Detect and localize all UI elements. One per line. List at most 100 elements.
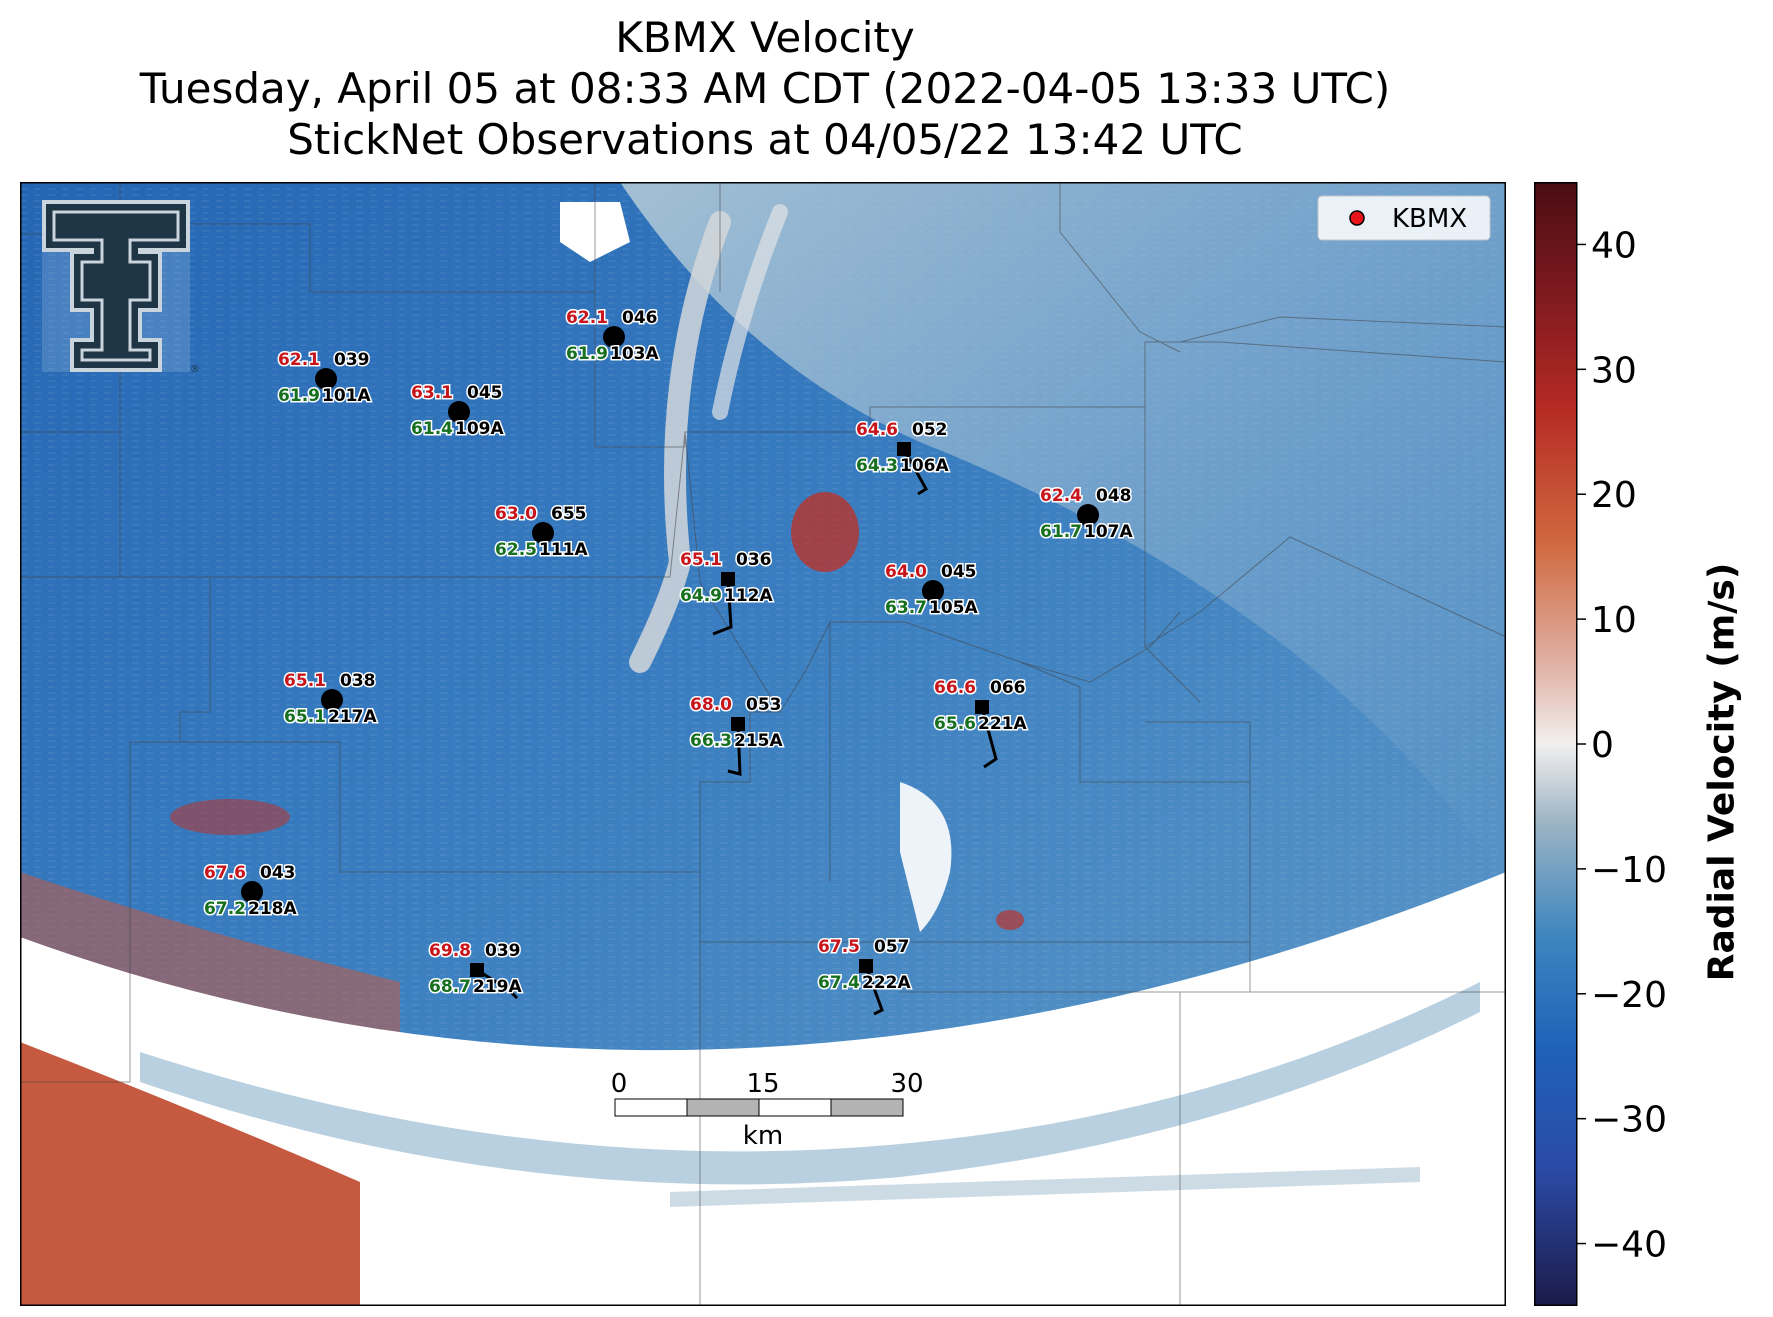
station-pressure: 052: [912, 420, 948, 440]
station-pressure: 045: [941, 562, 977, 582]
station-temperature: 65.1: [284, 671, 326, 691]
station-temperature: 62.4: [1040, 486, 1082, 506]
colorbar-tick-label: 40: [1591, 225, 1637, 266]
scale-unit: km: [743, 1121, 783, 1151]
station-temperature: 69.8: [429, 941, 471, 961]
station-dewpoint: 67.2: [204, 899, 246, 919]
station-square-marker: [975, 700, 989, 714]
station-dewpoint: 64.3: [856, 456, 898, 476]
light-streak: [629, 211, 731, 673]
county-boundaries: [20, 182, 1506, 1306]
outbound-patch-east: [996, 910, 1024, 930]
title-observation-time: StickNet Observations at 04/05/22 13:42 …: [287, 115, 1243, 164]
colorbar-gradient: [1534, 182, 1578, 1306]
station-106A[interactable]: 64.6 052 64.3 106A: [855, 419, 951, 496]
title-radar-product: KBMX Velocity: [615, 13, 915, 62]
legend-label: KBMX: [1392, 204, 1467, 234]
station-dewpoint: 61.9: [278, 386, 320, 406]
station-pressure: 057: [874, 937, 910, 957]
station-circle-marker: [532, 522, 554, 544]
station-id: 215A: [734, 731, 783, 751]
station-pressure: 066: [990, 678, 1026, 698]
station-dewpoint: 66.3: [690, 731, 732, 751]
wind-barb: [712, 578, 733, 636]
station-circle-marker: [1077, 504, 1099, 526]
station-222A[interactable]: 67.5 057 67.4 222A: [817, 936, 913, 1016]
station-temperature: 63.0: [495, 504, 537, 524]
station-109A[interactable]: 63.1 045 61.4 109A: [410, 382, 506, 441]
outbound-patch-west: [170, 799, 290, 835]
colorbar-tick-label: 30: [1591, 350, 1637, 391]
colorbar-tick-label: 0: [1591, 725, 1614, 766]
colorbar-ticks: 40 30 20 10 0 −10 −20 −30 −40: [1577, 225, 1667, 1266]
double-t-logo-icon: [42, 200, 190, 372]
station-218A[interactable]: 67.6 043 67.2 218A: [203, 862, 299, 921]
station-dewpoint: 65.6: [934, 714, 976, 734]
station-221A[interactable]: 66.6 066 65.6 221A: [933, 677, 1029, 769]
station-id: 221A: [978, 714, 1027, 734]
wind-barb: [980, 706, 998, 769]
colorbar-tick-label: 10: [1591, 600, 1637, 641]
station-id: 219A: [473, 977, 522, 997]
station-103A[interactable]: 62.1 046 61.9 103A: [565, 307, 661, 366]
station-pressure: 655: [551, 504, 587, 524]
station-temperature: 64.0: [885, 562, 927, 582]
station-dewpoint: 67.4: [818, 973, 860, 993]
station-temperature: 64.6: [856, 420, 898, 440]
wind-barb: [727, 723, 742, 776]
station-id: 222A: [862, 973, 911, 993]
scale-tick-30: 30: [890, 1069, 923, 1099]
legend: KBMX: [1317, 195, 1491, 241]
figure-title: KBMX Velocity Tuesday, April 05 at 08:33…: [0, 12, 1530, 165]
station-107A[interactable]: 62.4 048 61.7 107A: [1039, 485, 1135, 544]
station-pressure: 039: [485, 941, 521, 961]
station-id: 218A: [248, 899, 297, 919]
legend-box: [1317, 195, 1491, 241]
station-circle-marker: [603, 326, 625, 348]
station-pressure: 043: [260, 863, 296, 883]
station-temperature: 67.5: [818, 937, 860, 957]
station-temperature: 63.1: [411, 383, 453, 403]
station-temperature: 68.0: [690, 695, 732, 715]
logo: ®: [42, 200, 200, 375]
noisy-returns-south: [140, 982, 1480, 1185]
station-id: 112A: [724, 586, 773, 606]
station-pressure: 045: [467, 383, 503, 403]
outbound-band: [20, 872, 400, 1052]
outbound-patch-center: [791, 492, 859, 572]
wind-barb: [902, 448, 928, 496]
scale-tick-0: 0: [611, 1069, 628, 1099]
station-219A[interactable]: 69.8 039 68.7 219A: [428, 940, 524, 1000]
station-circle-marker: [922, 580, 944, 602]
station-105A[interactable]: 64.0 045 63.7 105A: [884, 561, 980, 620]
station-112A[interactable]: 65.1 036 64.9 112A: [679, 549, 775, 636]
station-square-marker: [731, 717, 745, 731]
station-id: 217A: [328, 707, 377, 727]
station-215A[interactable]: 68.0 053 66.3 215A: [689, 694, 785, 776]
station-217A[interactable]: 65.1 038 65.1 217A: [283, 670, 379, 729]
no-data-south: [20, 872, 1506, 1306]
outbound-far-south: [20, 1042, 360, 1306]
station-id: 105A: [929, 598, 978, 618]
station-pressure: 039: [334, 350, 370, 370]
noisy-returns-south-2: [670, 1167, 1420, 1207]
colorbar-tick-label: −40: [1591, 1225, 1667, 1266]
station-pressure: 053: [746, 695, 782, 715]
station-temperature: 66.6: [934, 678, 976, 698]
wind-barb: [476, 968, 519, 1000]
inbound-light-region: [620, 182, 1506, 882]
station-dewpoint: 65.1: [284, 707, 326, 727]
scale-bar: 0 15 30 km: [611, 1069, 924, 1151]
station-square-marker: [721, 572, 735, 586]
light-streak-edge: [712, 204, 788, 420]
station-square-marker: [897, 442, 911, 456]
station-temperature: 67.6: [204, 863, 246, 883]
colorbar-tick-label: −20: [1591, 975, 1667, 1016]
station-id: 103A: [610, 344, 659, 364]
station-101A[interactable]: 62.1 039 61.9 101A: [277, 349, 373, 408]
station-111A[interactable]: 63.0 655 62.5 111A: [494, 503, 590, 562]
station-temperature: 65.1: [680, 550, 722, 570]
station-pressure: 048: [1096, 486, 1132, 506]
